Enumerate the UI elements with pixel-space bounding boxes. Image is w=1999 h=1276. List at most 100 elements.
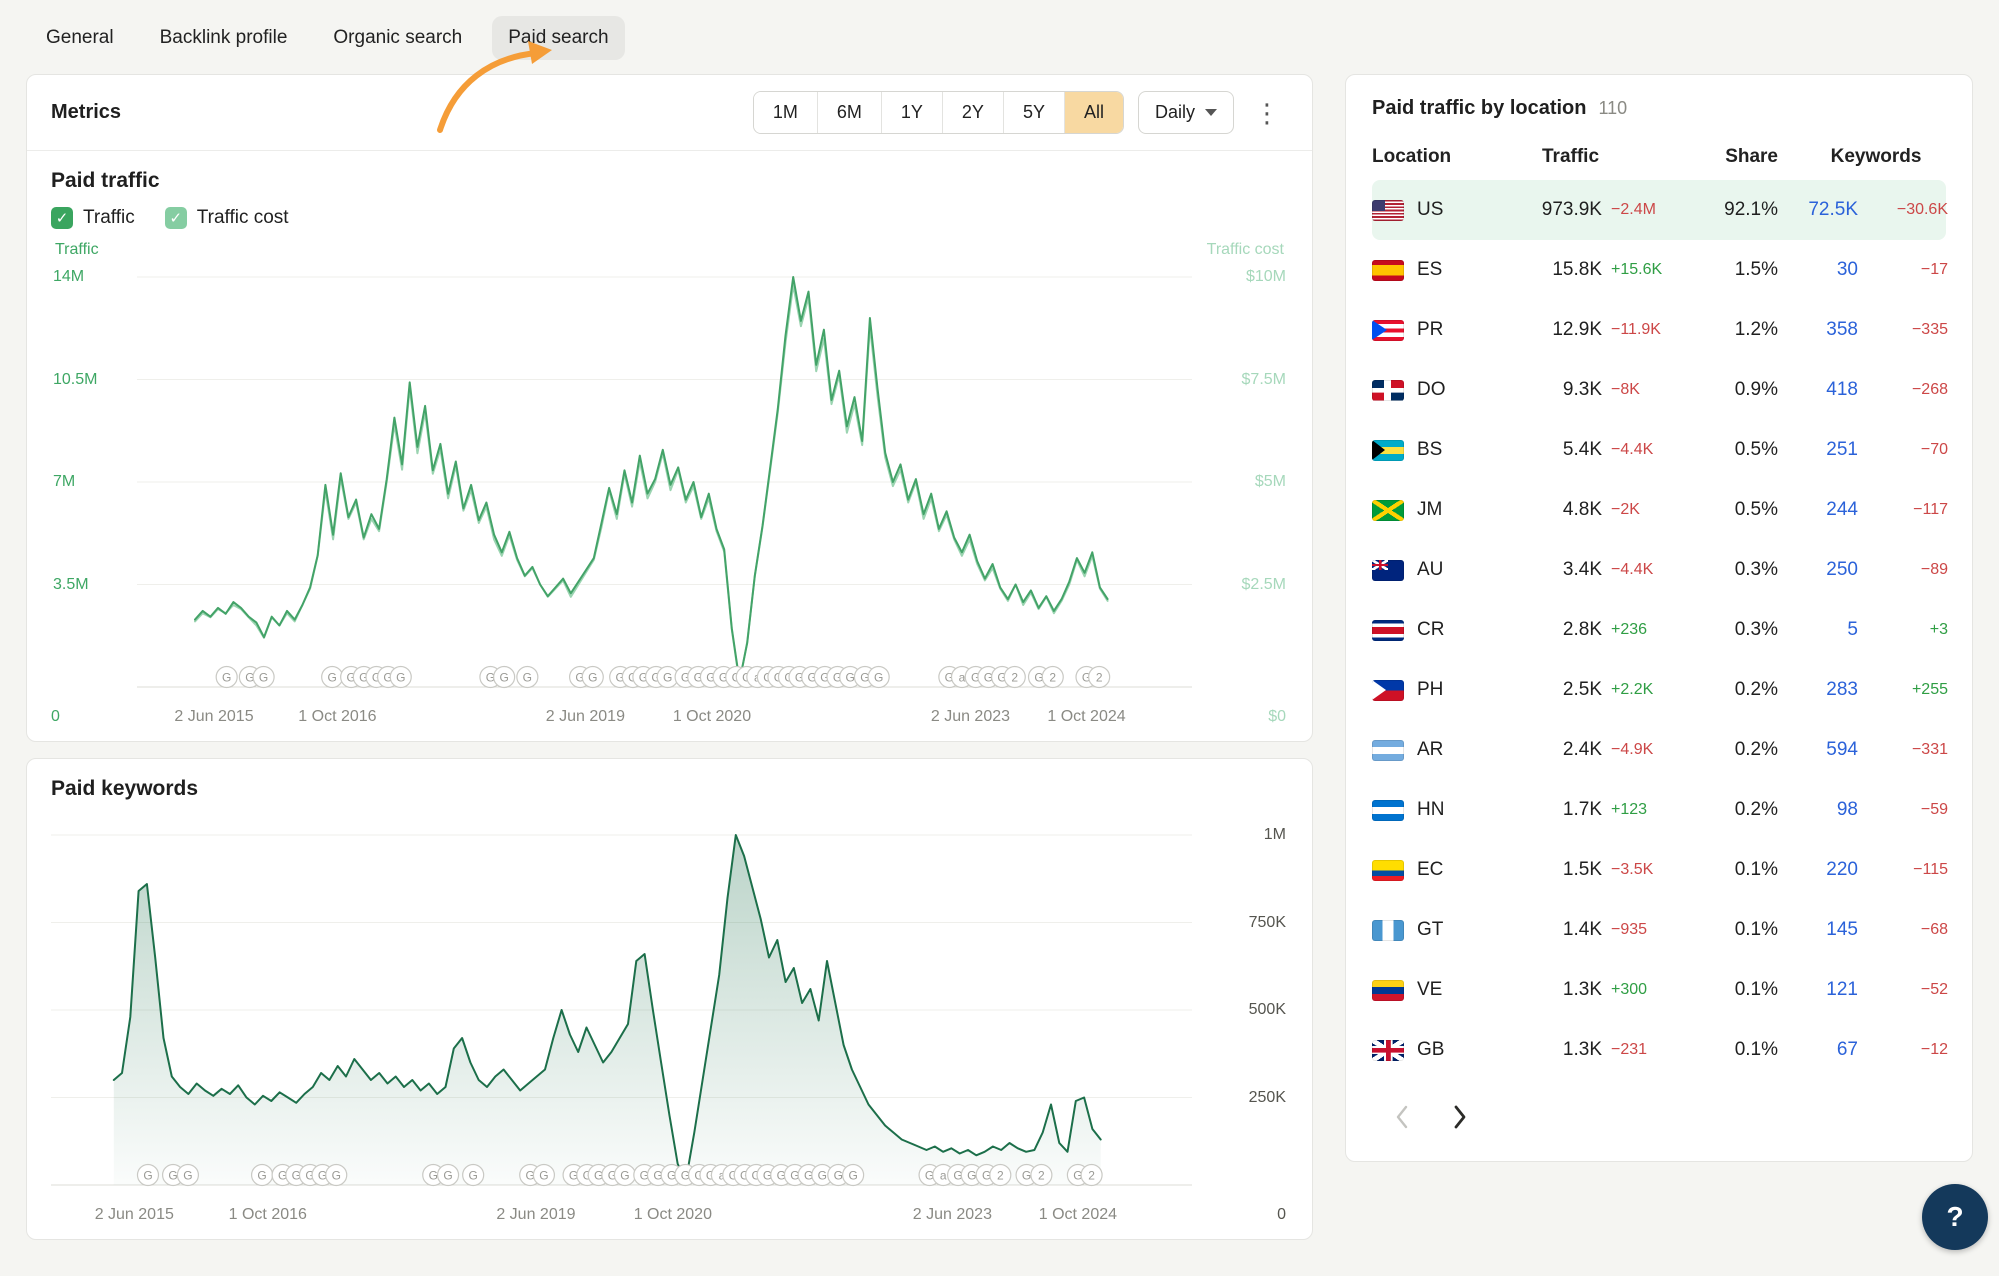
keywords-link[interactable]: 358 — [1826, 319, 1858, 340]
tab-paid-search[interactable]: Paid search — [492, 16, 625, 60]
share-value: 0.1% — [1734, 979, 1778, 1000]
range-button-2y[interactable]: 2Y — [941, 92, 1003, 133]
location-row-us[interactable]: US 973.9K −2.4M 92.1% 72.5K −30.6K — [1372, 180, 1948, 240]
range-button-1m[interactable]: 1M — [753, 92, 817, 133]
flag-ec-icon — [1372, 859, 1404, 881]
keywords-link[interactable]: 5 — [1847, 619, 1858, 640]
right-axis-ticks: 1M 750K 500K 250K — [1192, 819, 1288, 1199]
keywords-change: −52 — [1920, 981, 1948, 998]
location-row-hn[interactable]: HN 1.7K +123 0.2% 98 −59 — [1372, 780, 1948, 840]
checkbox-icon[interactable]: ✓ — [164, 207, 187, 229]
granularity-dropdown[interactable]: Daily — [1137, 91, 1234, 134]
svg-text:G: G — [526, 1169, 535, 1183]
main-layout: Metrics 1M 6M 1Y 2Y 5Y All Daily ⋮ Paid traff… — [0, 74, 1999, 1240]
right-axis-title: Traffic cost — [1206, 241, 1284, 258]
range-button-5y[interactable]: 5Y — [1002, 92, 1064, 133]
keywords-link[interactable]: 72.5K — [1808, 199, 1858, 220]
svg-text:G: G — [667, 1169, 676, 1183]
traffic-value: 9.3K — [1562, 379, 1602, 400]
range-button-all[interactable]: All — [1063, 92, 1123, 133]
keywords-change: −12 — [1920, 1041, 1948, 1058]
traffic-value: 5.4K — [1562, 439, 1602, 460]
keywords-link[interactable]: 67 — [1836, 1039, 1858, 1060]
svg-text:G: G — [808, 671, 817, 685]
svg-text:G: G — [982, 1169, 991, 1183]
range-button-1y[interactable]: 1Y — [880, 92, 942, 133]
help-button[interactable]: ? — [1922, 1184, 1988, 1250]
svg-text:G: G — [848, 1169, 857, 1183]
share-value: 1.5% — [1734, 259, 1778, 280]
tab-backlink-profile[interactable]: Backlink profile — [159, 27, 288, 48]
x-axis-label: 2 Jun 2023 — [912, 1206, 992, 1223]
location-row-ve[interactable]: VE 1.3K +300 0.1% 121 −52 — [1372, 960, 1948, 1020]
svg-text:G: G — [245, 671, 254, 685]
flag-au-icon — [1372, 559, 1404, 581]
keywords-link[interactable]: 283 — [1826, 679, 1858, 700]
traffic-change: −2K — [1611, 501, 1640, 518]
location-row-pr[interactable]: PR 12.9K −11.9K 1.2% 358 −335 — [1372, 300, 1948, 360]
flag-jm-icon — [1372, 499, 1404, 521]
location-row-au[interactable]: AU 3.4K −4.4K 0.3% 250 −89 — [1372, 540, 1948, 600]
location-row-cr[interactable]: CR 2.8K +236 0.3% 5 +3 — [1372, 600, 1948, 660]
paid-traffic-plot: GGGGGGGGGGGGGGGGGGGGGGGGGaGGGGGGGGGGGaGG… — [137, 276, 1192, 689]
left-axis-zero: 0 — [51, 708, 60, 725]
prev-page-button[interactable] — [1390, 1100, 1414, 1137]
keywords-link[interactable]: 145 — [1826, 919, 1858, 940]
location-row-jm[interactable]: JM 4.8K −2K 0.5% 244 −117 — [1372, 480, 1948, 540]
legend-toggle-traffic-cost[interactable]: ✓ Traffic cost — [164, 207, 289, 229]
flag-us-icon — [1372, 199, 1404, 221]
svg-text:G: G — [486, 671, 495, 685]
next-page-button[interactable] — [1448, 1100, 1472, 1137]
keywords-link[interactable]: 98 — [1836, 799, 1858, 820]
svg-text:G: G — [383, 671, 392, 685]
x-axis-label: 1 Oct 2016 — [228, 1206, 307, 1223]
location-row-gt[interactable]: GT 1.4K −935 0.1% 145 −68 — [1372, 900, 1948, 960]
location-count-badge: 110 — [1598, 98, 1628, 118]
keywords-link[interactable]: 251 — [1826, 439, 1858, 460]
keywords-change: −17 — [1920, 261, 1948, 278]
traffic-change: −4.4K — [1611, 441, 1654, 458]
more-options-button[interactable]: ⋮ — [1254, 97, 1280, 128]
location-row-ec[interactable]: EC 1.5K −3.5K 0.1% 220 −115 — [1372, 840, 1948, 900]
traffic-value: 2.4K — [1562, 739, 1602, 760]
location-table: Location Traffic Share Keywords US 973.9… — [1346, 134, 1972, 1080]
tab-general[interactable]: General — [46, 27, 114, 48]
share-value: 0.2% — [1734, 799, 1778, 820]
tab-organic-search[interactable]: Organic search — [333, 27, 463, 48]
svg-text:G: G — [681, 1169, 690, 1183]
traffic-change: +15.6K — [1611, 261, 1663, 278]
svg-text:G: G — [1022, 1169, 1031, 1183]
x-axis-label: 1 Oct 2020 — [672, 708, 752, 725]
legend-toggle-traffic[interactable]: ✓ Traffic — [51, 207, 135, 229]
y-axis-tick: 14M — [53, 268, 85, 285]
country-code: VE — [1417, 979, 1443, 1000]
svg-text:G: G — [1082, 671, 1091, 685]
keywords-link[interactable]: 30 — [1836, 259, 1858, 280]
location-row-do[interactable]: DO 9.3K −8K 0.9% 418 −268 — [1372, 360, 1948, 420]
keywords-link[interactable]: 418 — [1826, 379, 1858, 400]
traffic-change: −231 — [1611, 1041, 1648, 1058]
location-row-ar[interactable]: AR 2.4K −4.9K 0.2% 594 −331 — [1372, 720, 1948, 780]
timeline-event-markers[interactable]: GGGGGGGGGGGGGGGGGGGGGGGGGaGGGGGGGGGGGaGG… — [215, 665, 1111, 689]
keywords-link[interactable]: 250 — [1826, 559, 1858, 580]
location-row-es[interactable]: ES 15.8K +15.6K 1.5% 30 −17 — [1372, 240, 1948, 300]
keywords-link[interactable]: 594 — [1826, 739, 1858, 760]
keywords-link[interactable]: 244 — [1826, 499, 1858, 520]
axis-titles: Traffic Traffic cost — [51, 241, 1288, 261]
flag-cr-icon — [1372, 619, 1404, 641]
location-row-gb[interactable]: GB 1.3K −231 0.1% 67 −12 — [1372, 1020, 1948, 1080]
svg-text:G: G — [539, 1169, 548, 1183]
svg-text:G: G — [616, 671, 625, 685]
location-row-bs[interactable]: BS 5.4K −4.4K 0.5% 251 −70 — [1372, 420, 1948, 480]
range-button-6m[interactable]: 6M — [816, 92, 881, 133]
location-row-ph[interactable]: PH 2.5K +2.2K 0.2% 283 +255 — [1372, 660, 1948, 720]
checkbox-icon[interactable]: ✓ — [51, 207, 73, 229]
svg-text:G: G — [222, 671, 231, 685]
traffic-value: 1.3K — [1562, 979, 1602, 1000]
keywords-link[interactable]: 220 — [1826, 859, 1858, 880]
keywords-link[interactable]: 121 — [1826, 979, 1858, 1000]
svg-text:G: G — [346, 671, 355, 685]
